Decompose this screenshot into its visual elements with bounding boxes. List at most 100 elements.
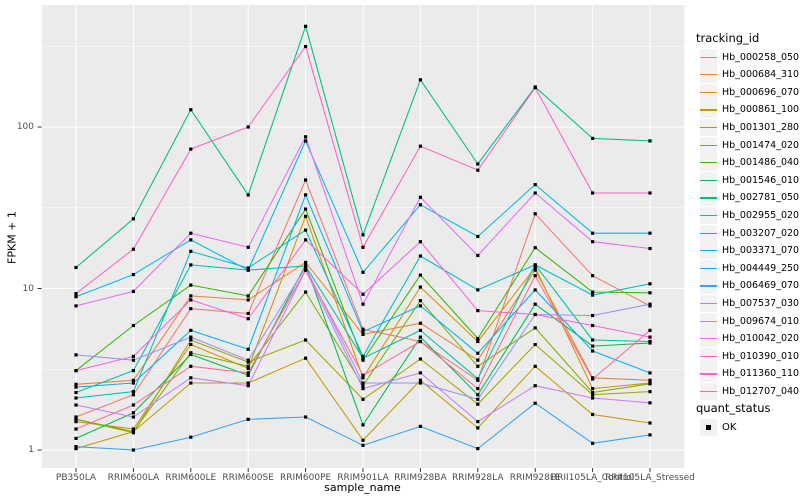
data-point-marker — [361, 332, 365, 336]
data-point-marker — [591, 396, 595, 400]
data-point-marker — [591, 390, 595, 395]
data-point-marker — [304, 135, 308, 139]
data-point-marker — [648, 401, 652, 405]
data-point-marker — [648, 433, 652, 437]
data-point-marker — [476, 358, 480, 362]
data-point-marker — [418, 335, 422, 339]
x-tick-label: RRIM600LA — [107, 473, 160, 483]
legend-label: Hb_001301_280 — [722, 121, 800, 133]
data-point-marker — [418, 381, 422, 385]
data-point-marker — [189, 294, 193, 298]
legend-line-key-icon — [700, 206, 717, 224]
data-point-marker — [476, 336, 480, 341]
data-point-marker — [74, 295, 78, 299]
x-tick-label: RRIM600PE — [279, 473, 332, 483]
data-point-marker — [418, 299, 422, 303]
data-point-marker — [304, 415, 308, 419]
data-point-marker — [74, 403, 78, 407]
legend-line-key-icon — [700, 312, 717, 330]
data-point-marker — [418, 339, 422, 344]
legend-label: Hb_002781_050 — [722, 192, 800, 204]
legend-color-line — [700, 126, 717, 129]
legend-line-key-icon — [700, 83, 717, 101]
data-point-marker — [476, 339, 480, 344]
data-point-marker — [418, 424, 422, 428]
data-point-marker — [361, 384, 365, 388]
data-point-marker — [533, 342, 537, 347]
data-point-marker — [246, 311, 250, 316]
data-point-marker — [648, 139, 652, 143]
data-point-marker — [591, 344, 595, 348]
data-point-marker — [189, 376, 193, 380]
data-point-marker — [74, 385, 78, 389]
data-point-marker — [246, 371, 250, 375]
data-point-marker — [648, 339, 652, 344]
data-point-marker — [591, 412, 595, 417]
data-point-marker — [246, 381, 250, 385]
data-point-marker — [74, 369, 78, 373]
data-point-marker — [189, 351, 193, 355]
legend-line-key-icon — [700, 189, 717, 207]
data-point-marker — [476, 387, 480, 391]
data-point-marker — [131, 369, 135, 373]
legend-label: Hb_007537_030 — [722, 297, 800, 309]
data-point-marker — [591, 323, 595, 328]
data-point-marker — [131, 289, 135, 293]
data-point-marker — [304, 44, 308, 49]
data-point-marker — [189, 381, 193, 385]
quant-status-label: OK — [722, 422, 737, 433]
legend-line-key-icon — [700, 224, 717, 242]
data-point-marker — [533, 268, 537, 272]
legend-color-line — [700, 338, 717, 340]
data-point-marker — [418, 328, 422, 332]
legend-color-line — [700, 285, 717, 287]
legend-square-key-icon — [700, 419, 717, 436]
data-point-marker — [648, 382, 652, 386]
data-point-marker — [304, 178, 308, 182]
x-tick-label: RRIM928LE — [509, 473, 561, 483]
x-tick-label: RRIM928LA — [452, 473, 504, 483]
data-point-marker — [476, 234, 480, 239]
data-point-marker — [189, 283, 193, 287]
data-point-marker — [74, 417, 78, 421]
data-point-marker — [476, 168, 480, 172]
legend-label: Hb_001474_020 — [722, 139, 800, 151]
x-tick-label: RRIM600SE — [222, 473, 274, 483]
data-point-marker — [533, 312, 537, 317]
data-point-marker — [591, 349, 595, 353]
data-point-marker — [476, 447, 480, 451]
legend-color-line — [700, 320, 717, 322]
legend-color-line — [700, 179, 717, 181]
data-point-marker — [131, 217, 135, 221]
legend-title-quant-status: quant_status — [696, 401, 771, 415]
legend-label: Hb_011360_110 — [722, 368, 800, 380]
legend-color-line — [700, 390, 717, 393]
data-point-marker — [476, 420, 480, 424]
data-point-marker — [533, 265, 537, 270]
data-point-marker — [361, 387, 365, 391]
legend-color-line — [700, 232, 717, 234]
data-point-marker — [74, 304, 78, 308]
data-point-marker — [361, 292, 365, 296]
data-point-marker — [189, 328, 193, 332]
data-point-marker — [74, 390, 78, 395]
data-point-marker — [74, 292, 78, 296]
data-point-marker — [131, 273, 135, 277]
data-point-marker — [361, 356, 365, 360]
y-tick-label: 10 — [22, 283, 34, 294]
data-point-marker — [648, 246, 652, 251]
data-point-marker — [304, 139, 308, 143]
data-point-marker — [476, 397, 480, 401]
data-point-marker — [74, 427, 78, 431]
data-point-marker — [304, 338, 308, 342]
data-point-marker — [189, 263, 193, 267]
legend-label: Hb_001546_010 — [722, 174, 800, 186]
legend-line-key-icon — [700, 365, 717, 383]
data-point-marker — [131, 378, 135, 382]
legend-label: Hb_002955_020 — [722, 209, 800, 221]
data-point-marker — [418, 195, 422, 199]
data-point-marker — [246, 364, 250, 368]
data-point-marker — [533, 183, 537, 187]
x-axis-title: sample_name — [324, 481, 401, 494]
data-point-marker — [189, 338, 193, 342]
